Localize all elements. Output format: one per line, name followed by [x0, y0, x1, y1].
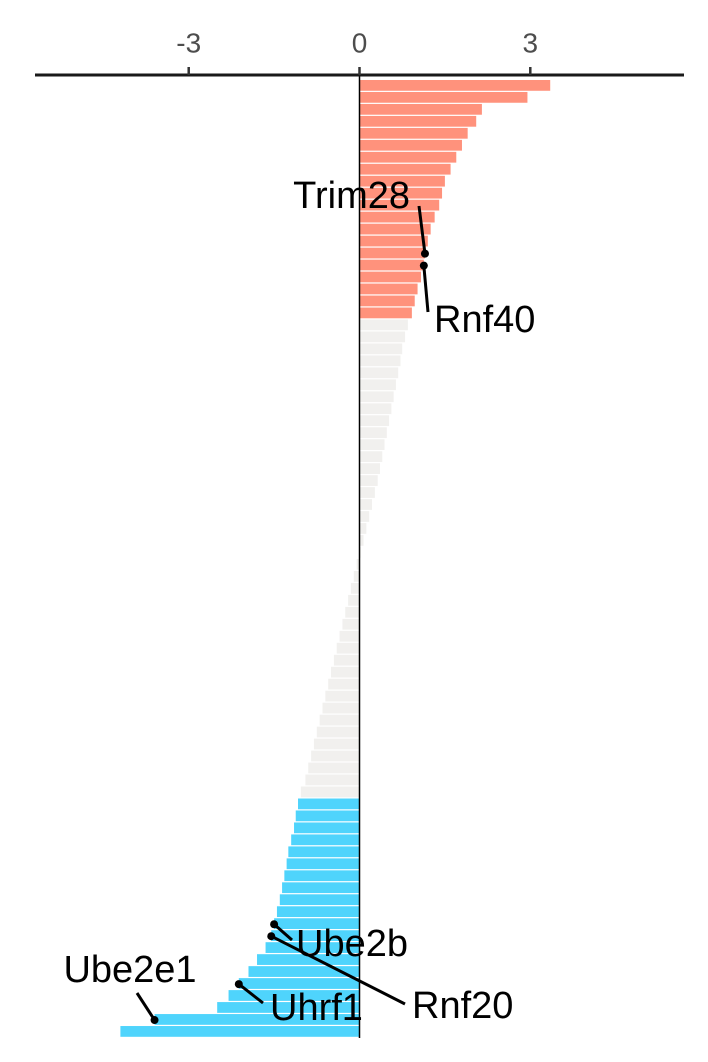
gene-label: Trim28 — [293, 175, 410, 217]
bar — [359, 127, 468, 139]
bar — [359, 115, 477, 127]
bar — [120, 1026, 360, 1037]
bar — [359, 91, 528, 103]
bar — [359, 271, 421, 283]
bar — [300, 786, 360, 798]
bar — [217, 1002, 360, 1013]
bar — [356, 559, 360, 570]
bar — [359, 151, 457, 163]
bar — [359, 247, 425, 259]
bar — [359, 103, 482, 115]
bar — [276, 906, 360, 918]
bar — [359, 235, 428, 247]
label-pointer — [417, 205, 427, 254]
label-point — [150, 1016, 159, 1025]
bar — [305, 774, 360, 786]
bar — [265, 942, 360, 953]
bar — [282, 882, 360, 894]
bar — [359, 163, 451, 175]
x-tick-label: -3 — [176, 27, 201, 58]
label-point — [234, 980, 243, 989]
bar — [359, 439, 385, 451]
bar — [359, 499, 373, 510]
bar — [294, 822, 360, 834]
gene-label: Ube2e1 — [63, 949, 196, 991]
bar — [359, 319, 408, 331]
bar — [359, 487, 375, 498]
bar — [359, 523, 367, 534]
bar — [359, 415, 390, 427]
gene-label: Rnf40 — [434, 299, 535, 341]
bar — [359, 391, 394, 403]
x-tick-label: 0 — [352, 27, 368, 58]
bar — [298, 798, 360, 810]
gene-label: Rnf20 — [412, 985, 513, 1027]
bar — [359, 511, 370, 522]
bar — [359, 463, 380, 474]
bar — [288, 846, 360, 858]
bar — [359, 283, 418, 295]
bar — [359, 175, 445, 187]
bar — [359, 355, 401, 367]
bar — [359, 139, 462, 151]
bar — [228, 990, 360, 1001]
bar — [295, 810, 360, 822]
bar — [279, 894, 360, 906]
bar — [333, 654, 360, 666]
label-point — [270, 920, 279, 929]
bar — [359, 535, 364, 546]
bar — [286, 858, 360, 870]
bar — [359, 307, 412, 319]
label-point — [267, 932, 276, 941]
bar — [359, 343, 403, 355]
gene-label: Uhrf1 — [270, 987, 363, 1029]
bar — [359, 223, 431, 235]
bar — [359, 295, 415, 307]
bar — [359, 475, 378, 486]
bar — [359, 403, 392, 415]
bar — [325, 690, 360, 702]
label-pointer — [422, 265, 430, 313]
bar — [274, 918, 360, 930]
bar — [291, 834, 360, 846]
bar — [308, 762, 360, 774]
bar — [353, 570, 360, 582]
bar — [328, 678, 360, 690]
bar — [348, 594, 360, 606]
bar — [316, 726, 360, 738]
bar — [311, 750, 360, 762]
label-point — [419, 261, 428, 270]
bar — [359, 187, 443, 199]
bar — [313, 738, 360, 750]
bar — [271, 930, 360, 941]
label-pointer — [237, 982, 264, 1005]
bar — [339, 630, 360, 642]
bar — [359, 379, 396, 391]
bar — [345, 606, 360, 618]
label-pointer — [270, 934, 406, 1006]
bar — [359, 199, 440, 211]
bar — [331, 666, 360, 678]
x-tick-label: 3 — [523, 27, 539, 58]
label-point — [420, 249, 429, 258]
bar — [238, 978, 360, 989]
bar — [322, 702, 360, 714]
bar — [359, 211, 435, 223]
bar — [257, 954, 360, 965]
bar — [359, 451, 383, 462]
bar — [342, 618, 360, 630]
bar — [359, 367, 399, 379]
bar — [359, 259, 424, 271]
bar — [319, 714, 360, 726]
bar — [359, 331, 406, 343]
bar — [350, 582, 360, 594]
label-pointer — [135, 992, 156, 1021]
bar — [154, 1014, 360, 1025]
bar — [284, 870, 360, 882]
bar — [359, 427, 387, 439]
bar — [359, 80, 551, 91]
bar — [336, 642, 360, 654]
bar — [248, 966, 360, 977]
